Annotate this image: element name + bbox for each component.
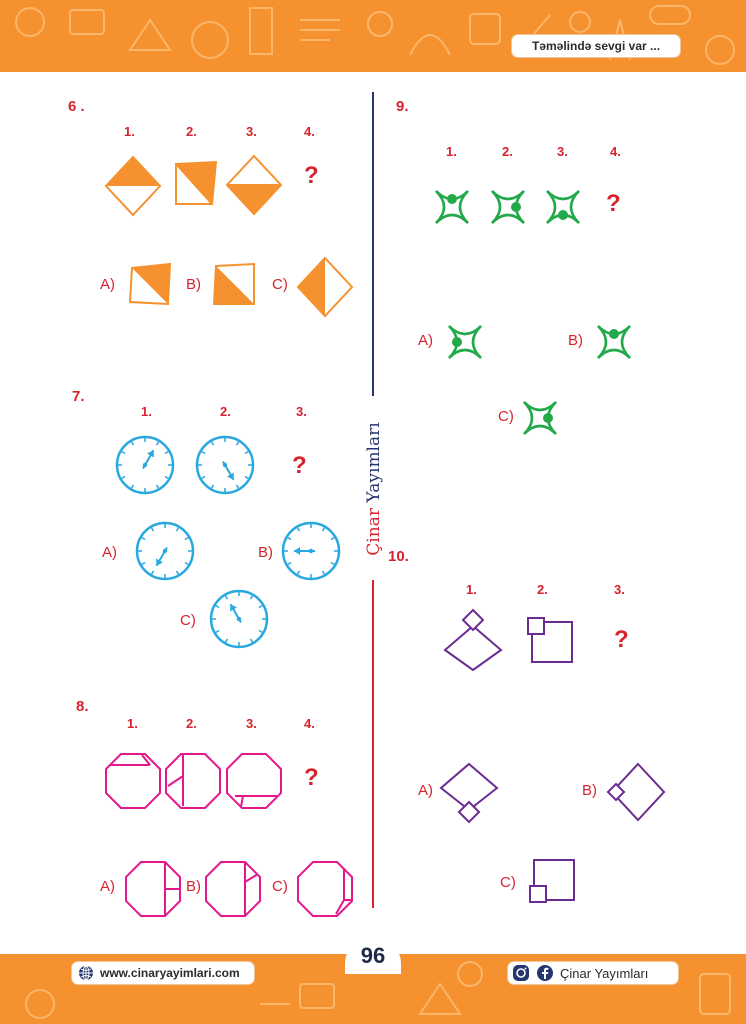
green-dot <box>452 337 462 347</box>
q6-figure-2 <box>175 160 218 205</box>
green-dot <box>447 194 457 204</box>
q6-option-a-figure[interactable] <box>128 262 174 308</box>
green-dot <box>609 329 619 339</box>
q8-label-4: 4. <box>304 716 315 731</box>
q7-option-c-clock[interactable] <box>208 588 270 650</box>
q9-figure-1 <box>435 190 469 224</box>
divider-top <box>372 92 374 396</box>
social-links[interactable]: Çinar Yayımları <box>508 962 678 984</box>
q10-option-c-label[interactable]: C) <box>500 874 516 891</box>
q7-clock-1 <box>115 435 175 495</box>
q8-option-b-figure[interactable] <box>204 860 262 918</box>
question-7-number: 7. <box>72 388 85 405</box>
green-dot <box>558 210 568 220</box>
q7-option-b-clock[interactable] <box>280 520 342 582</box>
q9-label-2: 2. <box>502 144 513 159</box>
q9-option-a-label[interactable]: A) <box>418 332 433 349</box>
q7-option-b-label[interactable]: B) <box>258 544 273 561</box>
header-band: Təməlində sevgi var ... <box>0 0 746 72</box>
q8-figure-3 <box>226 753 282 809</box>
school-doodles-pattern-bottom <box>25 961 731 1019</box>
brand-part2: Yayımları <box>364 422 384 503</box>
page-number: 96 <box>345 936 401 974</box>
q8-option-c-figure[interactable] <box>296 860 354 918</box>
q9-figure-2 <box>491 190 525 224</box>
q10-option-a-figure[interactable] <box>438 762 502 828</box>
brand-part1: Çinar <box>364 508 384 556</box>
q7-missing: ? <box>292 452 307 479</box>
q6-option-c-figure[interactable] <box>296 256 354 318</box>
q6-missing: ? <box>304 162 319 189</box>
q9-option-c-label[interactable]: C) <box>498 408 514 425</box>
q10-option-b-label[interactable]: B) <box>582 782 597 799</box>
q6-option-b-figure[interactable] <box>212 262 258 308</box>
q10-label-2: 2. <box>537 582 548 597</box>
q8-option-a-label[interactable]: A) <box>100 878 115 895</box>
question-10-number: 10. <box>388 548 409 565</box>
q9-missing: ? <box>606 190 621 217</box>
q8-figure-2 <box>165 753 221 809</box>
website-link[interactable]: www.cinaryayimlari.com <box>72 962 254 984</box>
q10-option-a-label[interactable]: A) <box>418 782 433 799</box>
q6-label-1: 1. <box>124 124 135 139</box>
globe-icon <box>79 965 93 981</box>
q8-label-3: 3. <box>246 716 257 731</box>
q6-option-b-label[interactable]: B) <box>186 276 201 293</box>
q7-label-3: 3. <box>296 404 307 419</box>
q10-label-3: 3. <box>614 582 625 597</box>
q6-option-a-label[interactable]: A) <box>100 276 115 293</box>
q7-option-a-label[interactable]: A) <box>102 544 117 561</box>
q10-label-1: 1. <box>466 582 477 597</box>
divider-bottom <box>372 580 374 908</box>
q7-label-2: 2. <box>220 404 231 419</box>
q7-option-a-clock[interactable] <box>134 520 196 582</box>
q9-figure-3 <box>546 190 580 224</box>
q8-missing: ? <box>304 764 319 791</box>
brand-vertical: Çinar Yayımları <box>358 404 390 574</box>
q9-option-c-figure[interactable] <box>520 398 560 438</box>
q9-option-b-label[interactable]: B) <box>568 332 583 349</box>
q8-figure-1 <box>105 753 161 809</box>
q8-label-2: 2. <box>186 716 197 731</box>
q10-option-b-figure[interactable] <box>604 762 666 824</box>
q7-label-1: 1. <box>141 404 152 419</box>
q8-label-1: 1. <box>127 716 138 731</box>
q10-figure-2 <box>527 617 573 663</box>
q6-label-2: 2. <box>186 124 197 139</box>
q6-label-4: 4. <box>304 124 315 139</box>
q9-label-3: 3. <box>557 144 568 159</box>
q6-option-c-label[interactable]: C) <box>272 276 288 293</box>
q10-missing: ? <box>614 626 629 653</box>
question-9-number: 9. <box>396 98 409 115</box>
question-6-number: 6 . <box>68 98 85 115</box>
q10-option-c-figure[interactable] <box>528 858 576 906</box>
q7-clock-2 <box>195 435 255 495</box>
green-dot <box>543 413 553 423</box>
q9-label-4: 4. <box>610 144 621 159</box>
tagline: Təməlində sevgi var ... <box>512 35 680 57</box>
q6-figure-3 <box>225 154 283 216</box>
q6-label-3: 3. <box>246 124 257 139</box>
q9-option-a-figure[interactable] <box>445 322 485 362</box>
q6-figure-1 <box>104 155 162 217</box>
green-dot <box>511 202 521 212</box>
school-doodles-pattern <box>15 5 735 65</box>
q7-option-c-label[interactable]: C) <box>180 612 196 629</box>
q8-option-c-label[interactable]: C) <box>272 878 288 895</box>
q8-option-a-figure[interactable] <box>124 860 182 918</box>
q9-option-b-figure[interactable] <box>594 322 634 362</box>
facebook-icon[interactable] <box>536 964 554 982</box>
q8-option-b-label[interactable]: B) <box>186 878 201 895</box>
q9-label-1: 1. <box>446 144 457 159</box>
q10-figure-1 <box>443 608 503 672</box>
question-8-number: 8. <box>76 698 89 715</box>
instagram-icon[interactable] <box>512 964 530 982</box>
